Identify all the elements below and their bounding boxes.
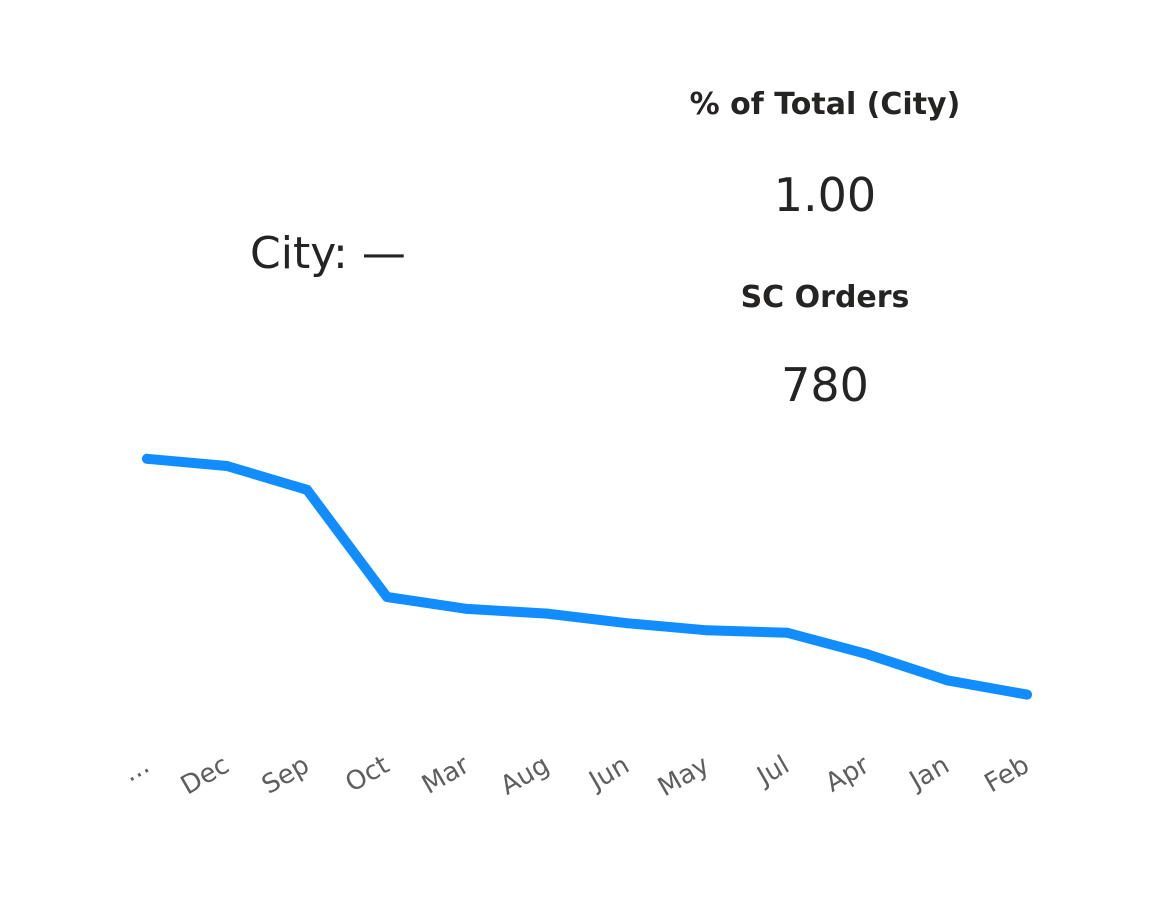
x-tick-label: ... xyxy=(118,750,154,788)
data-point[interactable] xyxy=(942,675,952,686)
sc-orders-title: SC Orders xyxy=(740,280,910,315)
x-tick-label: Feb xyxy=(980,750,1035,799)
x-tick-label: Dec xyxy=(176,750,235,801)
series-line xyxy=(142,453,1032,700)
x-tick-label: Jan xyxy=(903,750,954,797)
data-point[interactable] xyxy=(862,649,872,660)
sc-orders-value: 780 xyxy=(781,358,869,412)
line-layer xyxy=(142,453,1032,700)
x-tick-label: Jul xyxy=(751,750,795,793)
data-point[interactable] xyxy=(462,603,472,614)
data-point[interactable] xyxy=(782,627,792,638)
data-point[interactable] xyxy=(142,453,152,464)
x-axis: ... Dec Sep Oct Mar Aug Jun May Jul Apr Jan Feb xyxy=(118,750,1034,803)
pct-total-value: 1.00 xyxy=(773,168,877,222)
x-tick-label: Jun xyxy=(583,750,635,797)
x-tick-label: Mar xyxy=(417,750,475,801)
data-point[interactable] xyxy=(302,484,312,495)
x-tick-label: Sep xyxy=(257,750,314,800)
point-layer xyxy=(142,453,1032,700)
data-point[interactable] xyxy=(222,461,232,471)
x-tick-label: Apr xyxy=(821,750,875,799)
data-point[interactable] xyxy=(542,608,552,619)
x-tick-label: Oct xyxy=(341,750,395,798)
data-point[interactable] xyxy=(382,592,392,602)
pct-total-title: % of Total (City) xyxy=(689,87,961,122)
data-point[interactable] xyxy=(1022,689,1032,700)
data-point[interactable] xyxy=(702,625,712,636)
x-tick-label: Aug xyxy=(496,750,555,801)
data-point[interactable] xyxy=(622,618,632,629)
city-filter-label: City: — xyxy=(250,228,406,279)
x-tick-label: May xyxy=(653,750,715,803)
